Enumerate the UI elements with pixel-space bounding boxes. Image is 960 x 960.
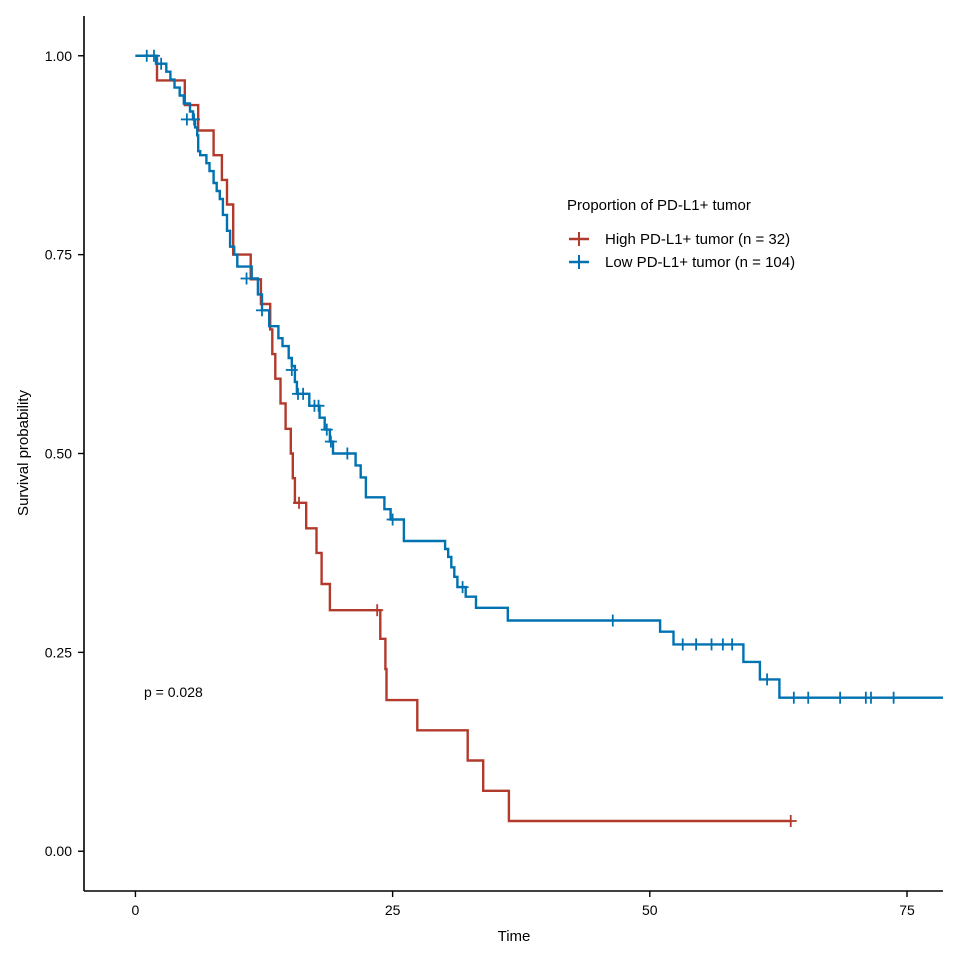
x-tick-label: 25	[385, 902, 401, 918]
legend-label-high: High PD-L1+ tumor (n = 32)	[605, 231, 790, 248]
censor-mark-low	[690, 638, 703, 651]
y-tick-label: 0.00	[45, 843, 72, 859]
p-value-annotation: p = 0.028	[144, 684, 203, 700]
censor-mark-low	[787, 691, 800, 704]
y-tick-label: 1.00	[45, 48, 72, 64]
series-line-high	[135, 54, 791, 823]
legend-item-high: High PD-L1+ tumor (n = 32)	[569, 231, 790, 248]
censor-mark-low	[147, 49, 160, 62]
censor-mark-low	[324, 435, 337, 448]
plot-area	[135, 49, 943, 827]
censor-mark-low	[705, 638, 718, 651]
censor-mark-low	[834, 691, 847, 704]
censor-mark-low	[155, 57, 168, 70]
censor-mark-low	[312, 399, 325, 412]
censor-mark-low	[320, 423, 333, 436]
legend-item-low: Low PD-L1+ tumor (n = 104)	[569, 254, 795, 271]
censor-mark-low	[864, 691, 877, 704]
censor-mark-low	[188, 113, 201, 126]
censor-mark-low	[761, 673, 774, 686]
x-tick-label: 0	[132, 902, 140, 918]
y-axis-title: Survival probability	[15, 390, 32, 516]
series-line-low	[135, 54, 943, 699]
y-tick-label: 0.25	[45, 644, 72, 660]
censor-mark-low	[802, 691, 815, 704]
censor-mark-low	[341, 447, 354, 460]
censor-mark-low	[456, 581, 469, 594]
y-tick-label: 0.50	[45, 446, 72, 462]
censor-mark-low	[240, 272, 253, 285]
legend-title: Proportion of PD-L1+ tumor	[567, 197, 751, 214]
axes: 0 25 50 75 0.00 0.25 0.50 0.75 1.00	[45, 16, 943, 918]
y-tick-label: 0.75	[45, 247, 72, 263]
censor-mark-low	[887, 691, 900, 704]
censor-mark-low	[255, 304, 268, 317]
censor-mark-low	[606, 614, 619, 627]
censor-mark-high	[784, 815, 797, 827]
x-tick-label: 50	[642, 902, 658, 918]
x-tick-label: 75	[899, 902, 915, 918]
legend-label-low: Low PD-L1+ tumor (n = 104)	[605, 254, 795, 271]
censor-mark-high	[293, 496, 306, 509]
censor-mark-high	[371, 604, 384, 617]
censor-mark-low	[285, 363, 298, 376]
legend: Proportion of PD-L1+ tumor High PD-L1+ t…	[567, 197, 795, 271]
censor-mark-low	[676, 638, 689, 651]
censor-mark-low	[386, 513, 399, 526]
censor-mark-low	[726, 638, 739, 651]
x-axis-title: Time	[498, 928, 531, 945]
censor-mark-low	[297, 387, 310, 400]
